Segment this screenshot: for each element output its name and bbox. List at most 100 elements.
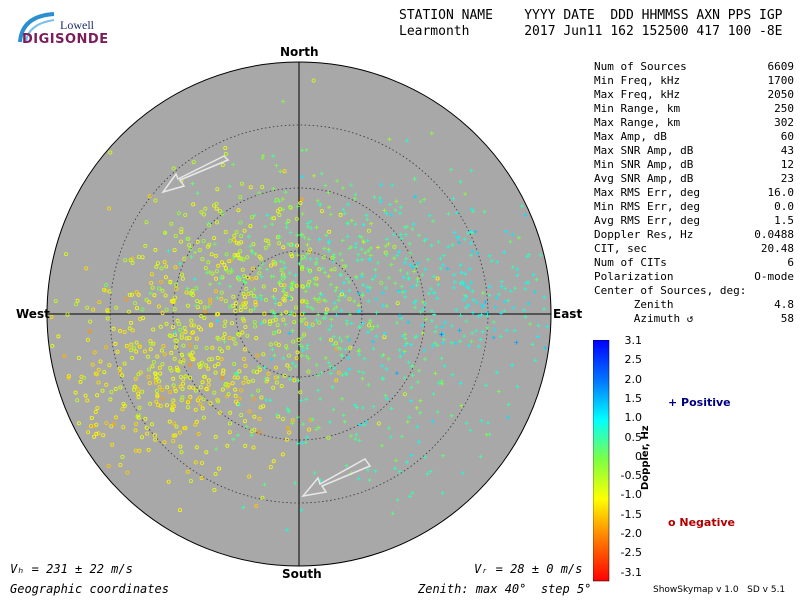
source-point-negative xyxy=(114,305,119,310)
source-point-negative xyxy=(94,422,99,427)
source-point-positive xyxy=(508,289,513,294)
source-point-negative xyxy=(237,277,242,282)
stat-row: Num of CITs 6 xyxy=(594,256,794,269)
source-point-negative xyxy=(92,350,97,355)
source-point-positive xyxy=(502,250,507,255)
source-point-negative xyxy=(161,343,166,348)
source-point-negative xyxy=(252,320,257,325)
source-point-positive xyxy=(184,236,189,241)
source-point-positive xyxy=(402,225,407,230)
source-point-positive xyxy=(368,246,373,250)
source-point-positive xyxy=(454,307,459,312)
source-point-positive xyxy=(322,246,327,251)
source-point-negative xyxy=(227,259,232,264)
source-point-negative xyxy=(232,253,237,258)
source-point-positive xyxy=(249,433,254,438)
source-point-positive xyxy=(347,288,352,293)
source-point-negative xyxy=(285,426,290,431)
stat-value: 23 xyxy=(780,172,794,185)
source-point-negative xyxy=(274,380,279,385)
source-point-negative xyxy=(215,311,220,316)
source-point-negative xyxy=(208,322,213,327)
source-point-negative xyxy=(127,326,132,331)
source-point-positive xyxy=(413,305,418,310)
source-point-positive xyxy=(404,341,409,346)
source-point-negative xyxy=(149,272,154,277)
source-point-negative xyxy=(184,336,189,341)
source-point-positive xyxy=(356,309,361,314)
source-point-negative xyxy=(242,301,247,306)
source-point-positive xyxy=(491,335,496,340)
source-point-positive xyxy=(406,360,411,365)
source-point-positive xyxy=(265,213,270,218)
source-point-negative xyxy=(132,384,137,389)
stat-value: 0.0488 xyxy=(754,228,794,241)
source-point-positive xyxy=(438,266,443,271)
source-point-negative xyxy=(185,400,190,405)
source-point-positive xyxy=(295,253,300,258)
source-point-positive xyxy=(346,202,351,207)
source-point-negative xyxy=(201,238,206,243)
source-point-positive xyxy=(406,276,411,281)
source-point-negative xyxy=(108,397,113,402)
source-point-negative xyxy=(267,321,272,326)
source-point-positive xyxy=(270,347,275,352)
source-point-positive xyxy=(345,221,350,226)
source-point-negative xyxy=(155,261,160,266)
source-point-negative xyxy=(301,284,306,289)
source-point-positive xyxy=(285,527,290,532)
source-point-negative xyxy=(164,264,169,269)
source-point-negative xyxy=(171,376,176,381)
source-point-negative xyxy=(146,447,151,452)
source-point-positive xyxy=(394,320,399,325)
source-point-positive xyxy=(178,261,182,266)
source-point-negative xyxy=(107,206,112,211)
source-point-positive xyxy=(436,239,441,244)
source-point-negative xyxy=(214,269,219,274)
source-point-positive xyxy=(343,347,348,352)
source-point-negative xyxy=(207,222,212,227)
source-point-positive xyxy=(389,406,394,411)
source-point-negative xyxy=(212,390,217,395)
source-point-positive xyxy=(426,257,430,262)
source-point-positive xyxy=(523,213,528,218)
source-point-positive xyxy=(407,241,412,246)
source-point-negative xyxy=(183,329,188,334)
source-point-negative xyxy=(255,353,260,358)
source-point-positive xyxy=(461,282,466,286)
source-point-negative xyxy=(85,398,90,403)
source-point-negative xyxy=(200,257,205,262)
source-point-negative xyxy=(65,312,70,317)
source-point-negative xyxy=(157,286,162,291)
source-point-positive xyxy=(231,255,236,260)
source-point-negative xyxy=(102,370,107,375)
logo-digisonde: DIGISONDE xyxy=(22,32,109,47)
source-point-positive xyxy=(418,398,423,403)
source-point-positive xyxy=(499,284,504,289)
source-point-positive xyxy=(515,273,520,278)
source-point-positive xyxy=(299,353,304,358)
source-point-positive xyxy=(326,274,331,279)
source-point-positive xyxy=(290,421,295,426)
source-point-negative xyxy=(189,291,194,296)
source-point-positive xyxy=(300,148,305,153)
source-point-positive xyxy=(347,337,352,342)
source-point-negative xyxy=(155,392,160,397)
source-point-negative xyxy=(108,150,113,155)
source-point-positive xyxy=(400,334,405,339)
source-point-negative xyxy=(219,296,224,301)
source-point-positive xyxy=(469,207,474,212)
source-point-positive xyxy=(383,393,388,398)
source-point-positive xyxy=(532,290,537,294)
source-point-negative xyxy=(89,415,94,420)
source-point-positive xyxy=(435,409,440,414)
source-point-positive xyxy=(459,403,464,408)
source-point-negative xyxy=(159,348,164,353)
source-point-positive xyxy=(398,232,403,237)
source-point-positive xyxy=(234,371,239,376)
source-point-negative xyxy=(94,431,99,436)
source-point-positive xyxy=(303,289,308,294)
stat-value: O-mode xyxy=(754,270,794,283)
source-point-negative xyxy=(180,272,185,277)
source-point-positive xyxy=(328,371,333,376)
